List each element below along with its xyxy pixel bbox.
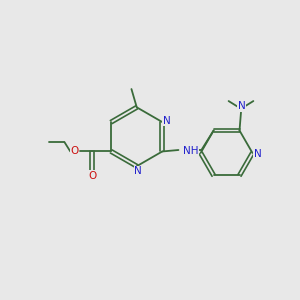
Text: N: N xyxy=(163,116,170,126)
Text: O: O xyxy=(70,146,79,156)
Text: N: N xyxy=(238,101,245,111)
Text: N: N xyxy=(134,167,142,176)
Text: NH: NH xyxy=(183,146,198,156)
Text: O: O xyxy=(88,171,96,181)
Text: N: N xyxy=(254,149,262,159)
